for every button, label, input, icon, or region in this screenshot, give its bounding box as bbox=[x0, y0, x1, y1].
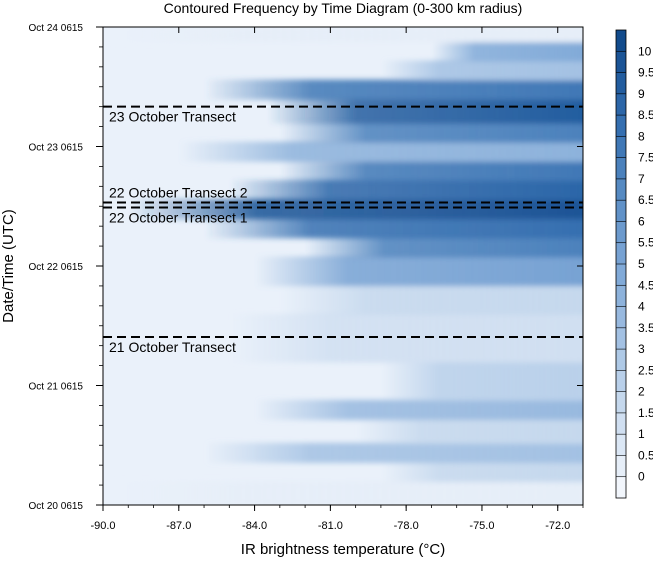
colorbar-label: 3 bbox=[638, 342, 645, 356]
heatmap-band bbox=[431, 41, 583, 62]
colorbar-label: 5.5 bbox=[638, 236, 653, 250]
heatmap-band bbox=[254, 256, 583, 287]
colorbar-label: 2 bbox=[638, 385, 645, 399]
heatmap-band bbox=[128, 199, 583, 220]
colorbar-segment bbox=[616, 306, 626, 329]
x-axis-label: IR brightness temperature (°C) bbox=[241, 541, 445, 558]
colorbar-segment bbox=[616, 285, 626, 307]
colorbar-segment bbox=[616, 93, 626, 116]
colorbar-label: 9 bbox=[638, 87, 645, 101]
colorbar-segment bbox=[616, 455, 626, 478]
colorbar-segment bbox=[616, 349, 626, 371]
colorbar-label: 8.5 bbox=[638, 108, 653, 122]
x-tick-label: -90.0 bbox=[90, 520, 115, 532]
colorbar-segment bbox=[616, 264, 626, 286]
colorbar-segment bbox=[616, 178, 626, 201]
transect-lines: 23 October Transect 22 October Transect 2… bbox=[103, 105, 583, 355]
y-tick-label: Oct 23 0615 bbox=[29, 143, 84, 154]
colorbar-label: 4 bbox=[638, 300, 645, 314]
transect-label: 23 October Transect bbox=[109, 109, 236, 125]
heatmap-band bbox=[204, 218, 583, 239]
colorbar-segment bbox=[616, 370, 626, 393]
colorbar-label: 1.5 bbox=[638, 406, 653, 420]
colorbar-segment bbox=[616, 136, 626, 159]
colorbar: 0 0.5 1 1.5 2 2.5 3 3.5 4 4.5 5 5.5 6 6.5 7 7.5 8 8.5 9 9.5… bbox=[615, 29, 653, 499]
x-tick-label: -72.0 bbox=[545, 520, 570, 532]
x-tick-label: -87.0 bbox=[166, 520, 191, 532]
heatmap-bands bbox=[103, 27, 583, 505]
x-axis: -90.0 -87.0 -84.0 -81.0 -78.0 -75.0 -72.0 bbox=[90, 27, 584, 532]
heatmap-band bbox=[204, 442, 583, 463]
y-tick-label: Oct 20 0615 bbox=[29, 501, 84, 512]
colorbar-label: 3.5 bbox=[638, 321, 653, 335]
x-tick-label: -75.0 bbox=[469, 520, 494, 532]
heatmap-band bbox=[204, 79, 583, 100]
heatmap-band bbox=[178, 141, 583, 162]
heatmap-band bbox=[279, 122, 583, 143]
colorbar-label: 4.5 bbox=[638, 278, 653, 292]
colorbar-segment bbox=[616, 221, 626, 244]
colorbar-label: 2.5 bbox=[638, 363, 653, 377]
colorbar-label: 8 bbox=[638, 129, 645, 143]
y-tick-label: Oct 24 0615 bbox=[29, 23, 84, 34]
y-tick-label: Oct 21 0615 bbox=[29, 382, 84, 393]
transect-label: 22 October Transect 2 bbox=[109, 185, 248, 201]
heatmap-band bbox=[380, 361, 583, 401]
colorbar-segment bbox=[616, 30, 626, 52]
colorbar-segment bbox=[616, 115, 626, 137]
x-tick-label: -81.0 bbox=[318, 520, 343, 532]
colorbar-label: 5 bbox=[638, 257, 645, 271]
colorbar-segment bbox=[616, 72, 626, 95]
heatmap-band bbox=[254, 399, 583, 420]
colorbar-label: 1 bbox=[638, 427, 645, 441]
heatmap-band bbox=[355, 418, 583, 444]
colorbar-label: 6.5 bbox=[638, 193, 653, 207]
x-tick-label: -84.0 bbox=[242, 520, 267, 532]
heatmap-band bbox=[103, 27, 583, 43]
y-tick-label: Oct 22 0615 bbox=[29, 262, 84, 273]
heatmap-band bbox=[305, 237, 583, 258]
transect-label: 21 October Transect bbox=[109, 339, 236, 355]
heatmap-band bbox=[229, 313, 583, 363]
colorbar-segment bbox=[616, 434, 626, 456]
colorbar-label: 10 bbox=[638, 44, 652, 58]
colorbar-label: 0 bbox=[638, 470, 645, 484]
y-axis: Oct 20 0615 Oct 21 0615 Oct 22 0615 Oct 23 … bbox=[29, 23, 583, 512]
colorbar-label: 0.5 bbox=[638, 448, 653, 462]
colorbar-segment bbox=[616, 412, 626, 435]
colorbar-segment bbox=[616, 51, 626, 73]
transect-label: 22 October Transect 1 bbox=[109, 209, 248, 225]
colorbar-label: 9.5 bbox=[638, 66, 653, 80]
colorbar-label: 7.5 bbox=[638, 151, 653, 165]
heatmap-band bbox=[229, 179, 583, 201]
heatmap-band bbox=[380, 60, 583, 81]
colorbar-segment bbox=[616, 327, 626, 350]
heatmap-band bbox=[279, 160, 583, 181]
y-axis-label: Date/Time (UTC) bbox=[0, 209, 17, 323]
colorbar-label: 6 bbox=[638, 214, 645, 228]
colorbar-segment bbox=[616, 157, 626, 180]
colorbar-segment bbox=[616, 200, 626, 222]
heatmap-band bbox=[267, 98, 583, 124]
colorbar-label: 7 bbox=[638, 172, 645, 186]
x-tick-label: -78.0 bbox=[394, 520, 419, 532]
chart-title: Contoured Frequency by Time Diagram (0-3… bbox=[164, 0, 523, 16]
colorbar-segment bbox=[616, 391, 626, 414]
heatmap-band bbox=[103, 481, 583, 505]
heatmap-band bbox=[380, 461, 583, 483]
colorbar-segment bbox=[616, 242, 626, 265]
heatmap-band bbox=[279, 285, 583, 315]
colorbar-segment bbox=[616, 476, 626, 499]
